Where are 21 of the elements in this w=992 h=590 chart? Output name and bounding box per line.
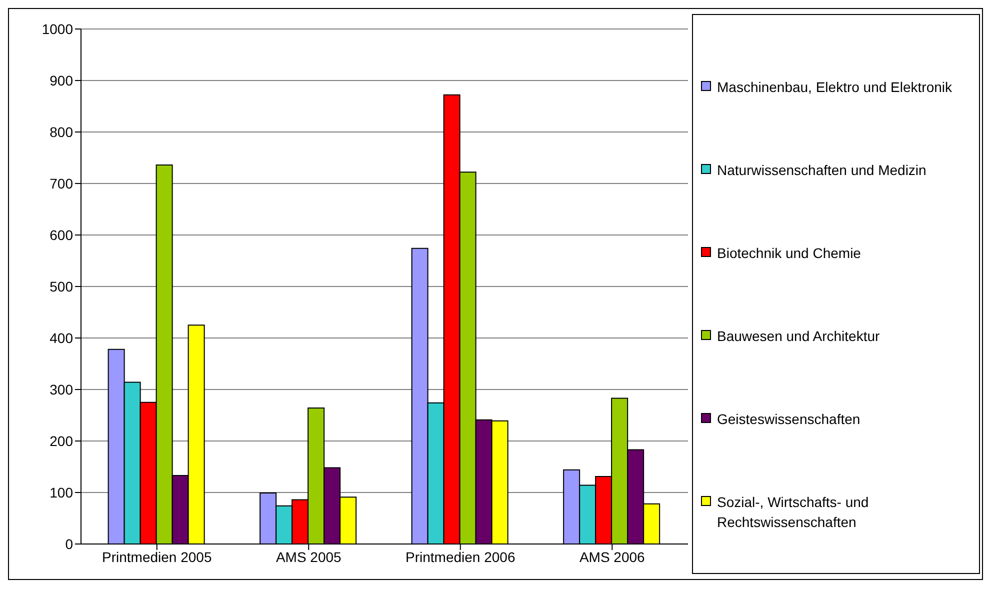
x-tick-label: Printmedien 2005 [102,548,212,565]
legend-label: Geisteswissenschaften [717,410,860,428]
y-tick-label: 800 [50,124,74,140]
legend-label: Maschinenbau, Elektro und Elektronik [717,78,952,96]
y-tick-label: 200 [50,432,74,449]
y-tick-label: 400 [50,330,74,346]
y-tick-label: 1000 [42,20,74,37]
legend-label: Naturwissenschaften und Medizin [717,160,926,180]
y-tick-label: 600 [50,226,74,243]
legend-label: Biotechnik und Chemie [717,244,861,262]
y-tick-label: 500 [50,278,74,294]
x-tick-label: AMS 2005 [276,548,342,565]
y-tick-label: 300 [50,381,74,398]
y-tick-label: 700 [50,175,74,192]
y-tick-label: 0 [65,536,74,552]
y-tick-label: 900 [50,72,74,88]
x-tick-label: AMS 2006 [579,548,646,565]
y-tick-label: 100 [50,484,74,500]
x-tick-label: Printmedien 2006 [406,548,516,565]
legend-label: Bauwesen und Architektur [717,326,880,346]
legend-label: Sozial-, Wirtschafts- und Rechtswissenschaften [717,492,870,532]
